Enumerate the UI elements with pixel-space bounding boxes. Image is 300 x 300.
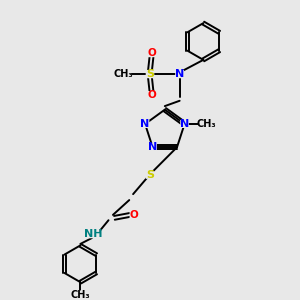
FancyBboxPatch shape (88, 230, 100, 238)
FancyBboxPatch shape (146, 70, 154, 78)
FancyBboxPatch shape (147, 50, 156, 57)
Text: O: O (147, 90, 156, 100)
FancyBboxPatch shape (130, 211, 138, 219)
FancyBboxPatch shape (141, 120, 149, 128)
FancyBboxPatch shape (180, 120, 189, 128)
Text: N: N (180, 119, 189, 129)
Text: N: N (140, 119, 150, 129)
FancyBboxPatch shape (175, 70, 184, 78)
Text: CH₃: CH₃ (113, 69, 133, 79)
FancyBboxPatch shape (146, 171, 154, 179)
Text: O: O (147, 48, 156, 58)
Text: NH: NH (84, 229, 103, 239)
Text: S: S (146, 69, 154, 79)
Text: CH₃: CH₃ (197, 119, 217, 129)
FancyBboxPatch shape (115, 70, 131, 78)
Text: O: O (129, 210, 138, 220)
Text: S: S (146, 170, 154, 180)
FancyBboxPatch shape (147, 91, 156, 99)
FancyBboxPatch shape (199, 120, 214, 128)
Text: N: N (175, 69, 184, 79)
FancyBboxPatch shape (148, 143, 157, 151)
Text: N: N (148, 142, 157, 152)
Text: CH₃: CH₃ (70, 290, 90, 300)
FancyBboxPatch shape (73, 290, 88, 299)
